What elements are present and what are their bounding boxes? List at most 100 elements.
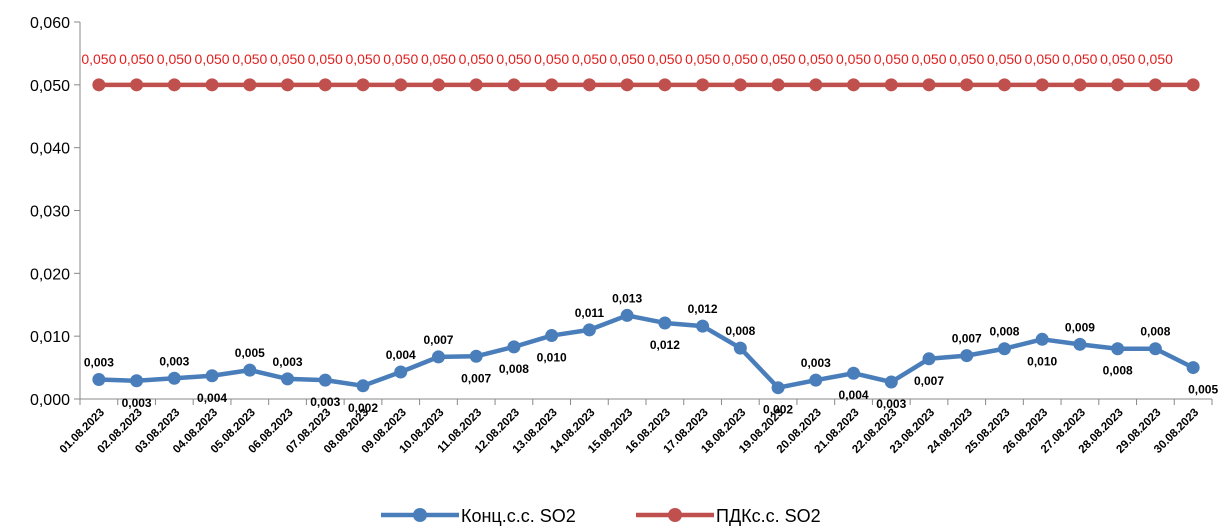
data-point (356, 78, 370, 92)
series-points (92, 78, 1200, 395)
data-point (1186, 78, 1200, 92)
data-label-conc: 0,013 (612, 291, 642, 305)
data-point (1148, 342, 1162, 356)
data-point (130, 78, 144, 92)
data-point (469, 349, 483, 363)
data-label-conc: 0,012 (650, 338, 680, 352)
legend-label-1: ПДКс.с. SO2 (716, 506, 821, 526)
data-label-pdk: 0,050 (874, 51, 909, 67)
data-point (997, 342, 1011, 356)
data-label-pdk: 0,050 (987, 51, 1022, 67)
legend-marker-1 (668, 508, 682, 522)
legend-marker-0 (413, 508, 427, 522)
data-label-pdk: 0,050 (723, 51, 758, 67)
data-label-conc: 0,009 (1065, 320, 1095, 334)
data-point (1073, 78, 1087, 92)
data-label-conc: 0,011 (575, 306, 605, 320)
data-label-conc: 0,008 (989, 325, 1019, 339)
data-point (318, 373, 332, 387)
y-tick-label: 0,030 (30, 204, 70, 221)
y-tick-label: 0,050 (30, 78, 70, 95)
y-tick-label: 0,020 (30, 266, 70, 283)
data-label-pdk: 0,050 (345, 51, 380, 67)
data-label-pdk: 0,050 (232, 51, 267, 67)
data-label-conc: 0,002 (763, 403, 793, 417)
data-label-conc: 0,005 (235, 346, 265, 360)
data-label-conc: 0,007 (952, 332, 982, 346)
data-label-conc: 0,003 (310, 395, 340, 409)
data-label-conc: 0,010 (537, 351, 567, 365)
data-label-conc: 0,012 (688, 302, 718, 316)
legend-label-0: Конц.с.с. SO2 (461, 506, 576, 526)
data-point (847, 78, 861, 92)
data-label-pdk: 0,050 (761, 51, 796, 67)
y-axis-ticks: 0,000 0,010 0,020 0,030 0,040 0,050 0,060 (30, 15, 80, 409)
data-label-pdk: 0,050 (647, 51, 682, 67)
data-point (884, 375, 898, 389)
data-point (696, 78, 710, 92)
data-point (281, 78, 295, 92)
data-label-conc: 0,007 (914, 374, 944, 388)
data-point (922, 352, 936, 366)
data-point (809, 78, 823, 92)
data-point (960, 78, 974, 92)
data-label-conc: 0,007 (423, 333, 453, 347)
data-point (1186, 361, 1200, 375)
y-tick-label: 0,060 (30, 15, 70, 32)
data-label-pdk: 0,050 (459, 51, 494, 67)
data-point (809, 373, 823, 387)
data-label-conc: 0,008 (725, 324, 755, 338)
data-point (205, 78, 219, 92)
data-point (92, 373, 106, 387)
data-label-pdk: 0,050 (949, 51, 984, 67)
data-label-conc: 0,003 (122, 396, 152, 410)
data-label-pdk: 0,050 (685, 51, 720, 67)
data-point (130, 374, 144, 388)
y-tick-label: 0,010 (30, 329, 70, 346)
data-label-pdk: 0,050 (534, 51, 569, 67)
data-label-conc: 0,010 (1027, 354, 1057, 368)
data-point (356, 379, 370, 393)
data-point (997, 78, 1011, 92)
data-label-conc: 0,004 (386, 348, 416, 362)
data-label-conc: 0,007 (461, 371, 491, 385)
data-point (243, 363, 257, 377)
data-point (545, 78, 559, 92)
data-point (507, 340, 521, 354)
series-lines (98, 82, 1195, 390)
data-label-conc: 0,003 (84, 356, 114, 370)
data-label-conc: 0,003 (876, 397, 906, 411)
data-point (847, 366, 861, 380)
data-label-pdk: 0,050 (157, 51, 192, 67)
data-point (582, 323, 596, 337)
data-point (620, 78, 634, 92)
data-point (620, 308, 634, 322)
data-label-pdk: 0,050 (81, 51, 116, 67)
data-label-pdk: 0,050 (270, 51, 305, 67)
data-point (1073, 337, 1087, 351)
data-point (1148, 78, 1162, 92)
data-label-pdk: 0,050 (308, 51, 343, 67)
data-point (884, 78, 898, 92)
data-point (545, 329, 559, 343)
data-point (205, 369, 219, 383)
data-point (582, 78, 596, 92)
data-point (960, 349, 974, 363)
data-label-pdk: 0,050 (1138, 51, 1173, 67)
data-label-pdk: 0,050 (1025, 51, 1060, 67)
data-point (922, 78, 936, 92)
data-label-pdk: 0,050 (421, 51, 456, 67)
data-point (318, 78, 332, 92)
data-label-pdk: 0,050 (836, 51, 871, 67)
data-label-conc: 0,004 (197, 391, 227, 405)
data-point (771, 78, 785, 92)
data-label-pdk: 0,050 (119, 51, 154, 67)
data-label-pdk: 0,050 (496, 51, 531, 67)
data-label-conc: 0,003 (801, 356, 831, 370)
data-label-conc: 0,005 (1188, 383, 1218, 397)
data-point (469, 78, 483, 92)
data-point (658, 78, 672, 92)
data-label-conc: 0,003 (159, 354, 189, 368)
data-label-conc: 0,002 (348, 401, 378, 415)
data-label-pdk: 0,050 (911, 51, 946, 67)
